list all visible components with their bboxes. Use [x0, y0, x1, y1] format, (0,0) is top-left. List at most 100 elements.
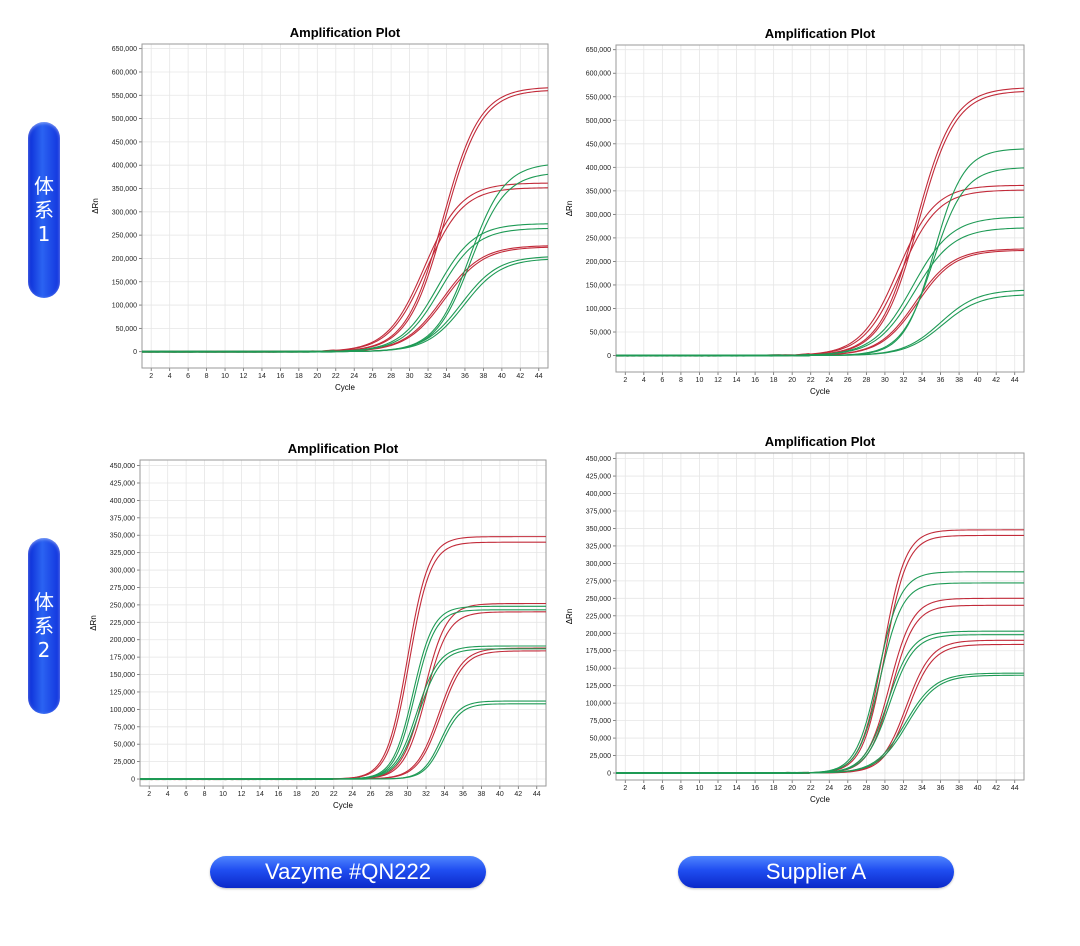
x-tick-label: 12 [238, 791, 246, 798]
x-tick-label: 16 [277, 373, 285, 380]
series-group [139, 536, 547, 781]
y-tick-label: 50,000 [590, 330, 612, 337]
y-tick-label: 250,000 [586, 235, 611, 242]
x-tick-label: 26 [367, 791, 375, 798]
x-tick-label: 8 [679, 785, 683, 792]
y-tick-label: 350,000 [586, 188, 611, 195]
x-tick-label: 38 [480, 373, 488, 380]
x-tick-label: 20 [311, 791, 319, 798]
y-tick-label: 50,000 [116, 326, 138, 333]
y-tick-label: 100,000 [586, 701, 611, 708]
y-tick-label: 200,000 [112, 256, 137, 263]
y-tick-label: 350,000 [586, 526, 611, 533]
column-label-supplier-a-text: Supplier A [765, 859, 867, 884]
y-tick-label: 225,000 [110, 620, 135, 627]
y-tick-label: 250,000 [112, 233, 137, 240]
y-tick-label: 275,000 [586, 578, 611, 585]
x-tick-label: 44 [535, 373, 543, 380]
y-tick-label: 250,000 [110, 602, 135, 609]
y-tick-label: 300,000 [110, 568, 135, 575]
x-tick-label: 2 [623, 377, 627, 384]
x-tick-label: 8 [679, 377, 683, 384]
y-tick-label: 325,000 [110, 550, 135, 557]
x-tick-label: 32 [900, 785, 908, 792]
x-tick-label: 8 [203, 791, 207, 798]
y-axis-label: ΔRn [89, 615, 98, 631]
y-tick-label: 350,000 [110, 533, 135, 540]
row-label-1: 体系1 [28, 122, 60, 298]
y-tick-label: 400,000 [112, 163, 137, 170]
x-tick-label: 36 [937, 377, 945, 384]
x-tick-label: 30 [881, 377, 889, 384]
x-tick-label: 14 [258, 373, 266, 380]
x-tick-label: 44 [1011, 785, 1019, 792]
x-tick-label: 8 [205, 373, 209, 380]
x-tick-label: 30 [406, 373, 414, 380]
y-tick-label: 375,000 [586, 508, 611, 515]
y-tick-label: 175,000 [110, 655, 135, 662]
x-tick-label: 26 [844, 785, 852, 792]
y-tick-label: 100,000 [586, 306, 611, 313]
x-tick-label: 40 [496, 791, 504, 798]
x-tick-label: 42 [992, 785, 1000, 792]
x-tick-label: 28 [862, 785, 870, 792]
y-tick-label: 200,000 [586, 631, 611, 638]
x-tick-label: 14 [256, 791, 264, 798]
y-tick-label: 375,000 [110, 515, 135, 522]
x-tick-label: 14 [733, 377, 741, 384]
y-tick-label: 175,000 [586, 648, 611, 655]
x-tick-label: 34 [443, 373, 451, 380]
x-tick-label: 22 [807, 377, 815, 384]
x-tick-label: 34 [918, 377, 926, 384]
plot-area [141, 43, 549, 369]
column-label-supplier-a: Supplier A [678, 856, 954, 888]
plot-area [139, 459, 547, 787]
y-tick-label: 450,000 [110, 463, 135, 470]
x-tick-label: 6 [184, 791, 188, 798]
x-tick-label: 42 [516, 373, 524, 380]
y-tick-label: 250,000 [586, 596, 611, 603]
x-tick-label: 24 [350, 373, 358, 380]
x-tick-label: 24 [348, 791, 356, 798]
series-group [141, 87, 549, 353]
x-tick-label: 36 [461, 373, 469, 380]
amplification-curve-green [615, 674, 1025, 775]
y-tick-label: 325,000 [586, 543, 611, 550]
y-tick-label: 450,000 [112, 139, 137, 146]
row-label-2: 体系2 [28, 538, 60, 714]
y-tick-label: 75,000 [114, 724, 136, 731]
plot-border [615, 452, 1025, 781]
x-axis-label: Cycle [810, 795, 831, 804]
x-tick-label: 10 [696, 785, 704, 792]
x-tick-label: 44 [1011, 377, 1019, 384]
x-tick-label: 22 [332, 373, 340, 380]
x-tick-label: 20 [313, 373, 321, 380]
x-tick-label: 10 [696, 377, 704, 384]
x-tick-label: 40 [974, 785, 982, 792]
x-tick-label: 28 [862, 377, 870, 384]
x-tick-label: 18 [295, 373, 303, 380]
x-axis-label: Cycle [810, 387, 831, 396]
y-axis-label: ΔRn [565, 609, 574, 625]
x-tick-label: 24 [825, 785, 833, 792]
chart-title: Amplification Plot [288, 441, 399, 456]
amplification-curve-green [139, 703, 546, 781]
y-tick-label: 450,000 [586, 141, 611, 148]
amplification-curve-green [141, 258, 549, 353]
x-tick-label: 26 [844, 377, 852, 384]
x-tick-label: 34 [918, 785, 926, 792]
x-tick-label: 18 [770, 785, 778, 792]
x-tick-label: 42 [514, 791, 522, 798]
y-tick-label: 75,000 [590, 718, 612, 725]
x-tick-label: 34 [441, 791, 449, 798]
y-tick-label: 50,000 [590, 736, 612, 743]
y-tick-label: 100,000 [110, 707, 135, 714]
x-tick-label: 12 [714, 785, 722, 792]
y-tick-label: 500,000 [112, 116, 137, 123]
y-tick-label: 425,000 [110, 480, 135, 487]
y-tick-label: 200,000 [586, 259, 611, 266]
x-tick-label: 30 [881, 785, 889, 792]
y-axis-label: ΔRn [565, 201, 574, 217]
